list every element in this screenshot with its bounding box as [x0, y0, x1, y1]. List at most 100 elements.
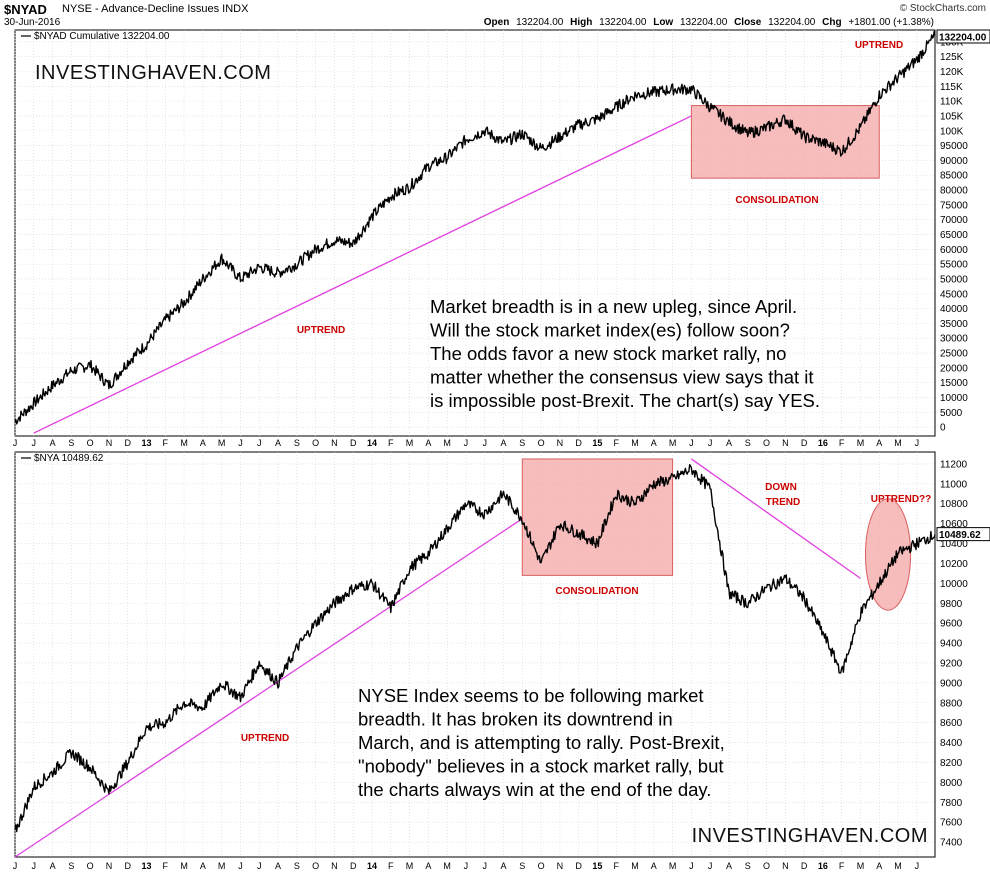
x-tick-label: N	[331, 438, 338, 448]
x-tick-label: J	[13, 861, 18, 871]
y-tick-label: 70000	[940, 215, 968, 226]
commentary-line: NYSE Index seems to be following market	[358, 685, 704, 706]
x-tick-label: 13	[142, 861, 152, 871]
x-tick-label: F	[839, 861, 845, 871]
x-tick-label: S	[745, 861, 751, 871]
x-tick-label: N	[557, 438, 564, 448]
last-value-tag	[936, 29, 990, 44]
y-tick-label: 8600	[940, 718, 963, 729]
x-tick-label: O	[538, 861, 545, 871]
y-tick-label: 10800	[940, 499, 968, 510]
x-tick-label: J	[257, 861, 262, 871]
x-tick-label: J	[13, 438, 18, 448]
x-tick-label: F	[163, 861, 169, 871]
y-tick-label: 105K	[940, 111, 964, 122]
y-tick-label: 100K	[940, 126, 964, 137]
x-tick-label: O	[87, 438, 94, 448]
x-tick-label: M	[857, 438, 865, 448]
x-tick-label: A	[275, 861, 281, 871]
x-tick-label: F	[613, 438, 619, 448]
x-tick-label: A	[275, 438, 281, 448]
uptrend-line	[33, 115, 692, 434]
high-value: 132204.00	[599, 17, 647, 28]
x-tick-label: O	[87, 861, 94, 871]
open-label: Open	[483, 17, 510, 28]
y-tick-label: 30000	[940, 334, 968, 345]
watermark-text: INVESTINGHAVEN.COM	[692, 825, 928, 847]
y-tick-label: 75000	[940, 200, 968, 211]
x-tick-label: M	[218, 861, 226, 871]
x-tick-label: M	[669, 438, 677, 448]
last-value-label: 132204.00	[939, 33, 987, 44]
y-tick-label: 9000	[940, 678, 963, 689]
x-tick-label: A	[200, 438, 206, 448]
y-tick-label: 11200	[940, 459, 968, 470]
x-tick-label: S	[68, 861, 74, 871]
x-tick-label: D	[801, 438, 808, 448]
uptrend-label: UPTREND	[297, 325, 345, 336]
y-tick-label: 10000	[940, 393, 968, 404]
x-tick-label: S	[294, 438, 300, 448]
symbol-label: $NYAD	[4, 2, 47, 17]
y-tick-label: 95000	[940, 141, 968, 152]
chg-value: +1801.00 (+1.38%)	[848, 17, 934, 28]
x-tick-label: F	[163, 438, 169, 448]
x-tick-label: D	[350, 861, 357, 871]
x-tick-label: M	[857, 861, 865, 871]
x-tick-label: J	[708, 438, 713, 448]
y-tick-label: 8800	[940, 698, 963, 709]
x-tick-label: S	[519, 438, 525, 448]
y-tick-label: 7600	[940, 818, 963, 829]
y-tick-label: 7800	[940, 798, 963, 809]
x-tick-label: M	[631, 861, 639, 871]
y-tick-label: 10400	[940, 539, 968, 550]
x-tick-label: M	[443, 438, 451, 448]
y-tick-label: 15000	[940, 378, 968, 389]
x-tick-label: M	[631, 438, 639, 448]
x-tick-label: J	[708, 861, 713, 871]
chart-panel-2: 7400 7600 7800 8000 8200 8400 8600 8800 9000 9200…	[13, 451, 990, 871]
x-tick-label: N	[106, 438, 113, 448]
y-tick-label: 9400	[940, 639, 963, 650]
y-tick-label: 125K	[940, 52, 964, 63]
x-tick-label: N	[106, 861, 113, 871]
x-tick-label: F	[388, 438, 394, 448]
x-tick-label: N	[331, 861, 338, 871]
price-series-line[interactable]	[14, 464, 936, 833]
commentary-line: March, and is attempting to rally. Post-…	[358, 732, 725, 753]
x-tick-label: O	[312, 438, 319, 448]
consolidation-label: CONSOLIDATION	[735, 195, 818, 206]
x-tick-label: 14	[367, 438, 377, 448]
y-tick-label: 85000	[940, 171, 968, 182]
x-tick-label: J	[238, 438, 243, 448]
x-tick-label: A	[200, 861, 206, 871]
x-tick-label: M	[406, 438, 414, 448]
x-tick-label: 13	[142, 438, 152, 448]
watermark-text: INVESTINGHAVEN.COM	[35, 62, 271, 84]
y-tick-label: 10600	[940, 519, 968, 530]
x-tick-label: A	[50, 861, 56, 871]
uptrend-label-right: UPTREND	[855, 40, 903, 51]
commentary-line: matter whether the consensus view says t…	[430, 367, 814, 388]
low-label: Low	[653, 17, 674, 28]
x-tick-label: J	[32, 438, 37, 448]
high-label: High	[570, 17, 593, 28]
x-tick-label: D	[124, 438, 131, 448]
stockcharts-logo[interactable]: © StockCharts.com	[899, 3, 986, 14]
price-series-line[interactable]	[14, 30, 936, 425]
x-tick-label: A	[726, 861, 732, 871]
y-tick-label: 40000	[940, 304, 968, 315]
y-tick-label: 7400	[940, 838, 963, 849]
x-tick-label: J	[32, 861, 37, 871]
x-tick-label: D	[575, 438, 582, 448]
x-tick-label: D	[124, 861, 131, 871]
x-tick-label: A	[425, 861, 431, 871]
x-tick-label: N	[782, 438, 789, 448]
y-tick-label: 65000	[940, 230, 968, 241]
x-tick-label: M	[669, 861, 677, 871]
downtrend-label: TREND	[766, 497, 800, 508]
x-tick-label: A	[876, 438, 882, 448]
y-tick-label: 8400	[940, 738, 963, 749]
last-value-tag	[936, 527, 990, 542]
